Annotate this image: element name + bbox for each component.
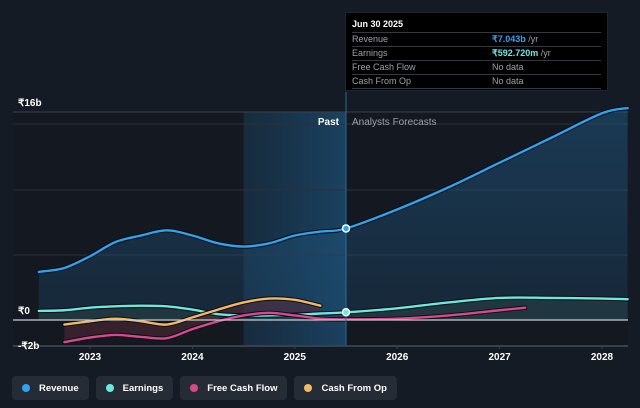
tooltip-label: Revenue bbox=[352, 34, 389, 44]
legend-label: Revenue bbox=[39, 382, 79, 394]
legend-dot-icon bbox=[22, 384, 30, 392]
tooltip-row-revenue: Revenue ₹7.043b /yr bbox=[352, 33, 601, 47]
earnings-highlight-point bbox=[341, 308, 351, 317]
legend-dot-icon bbox=[105, 384, 114, 392]
y-tick-label-zero: ₹0 bbox=[18, 306, 30, 317]
tooltip-date: Jun 30 2025 bbox=[352, 18, 601, 33]
x-tick-label: 2027 bbox=[488, 352, 511, 363]
x-tick-label: 2026 bbox=[386, 352, 409, 363]
legend-label: Free Cash Flow bbox=[207, 382, 278, 394]
tooltip-label: Earnings bbox=[352, 48, 388, 58]
legend-item-free-cash-flow[interactable]: Free Cash Flow bbox=[180, 376, 288, 400]
free-cash-flow-line bbox=[63, 306, 527, 344]
x-tick-label: 2023 bbox=[79, 352, 102, 363]
x-tick-label: 2028 bbox=[591, 352, 614, 363]
revenue-line bbox=[37, 106, 629, 274]
x-tick-label: 2024 bbox=[181, 352, 204, 363]
tooltip-value: No data bbox=[492, 76, 524, 86]
x-tick-label: 2025 bbox=[284, 352, 307, 363]
legend-item-revenue[interactable]: Revenue bbox=[12, 376, 89, 400]
earnings-line bbox=[37, 296, 629, 317]
revenue-area bbox=[38, 108, 628, 320]
cash-from-op-line bbox=[63, 297, 322, 326]
revenue-highlight-point bbox=[341, 224, 351, 233]
legend-dot-icon bbox=[190, 384, 199, 392]
tooltip-label: Free Cash Flow bbox=[352, 62, 416, 72]
legend: Revenue Earnings Free Cash Flow Cash Fro… bbox=[12, 376, 397, 400]
past-label: Past bbox=[318, 117, 340, 128]
legend-label: Cash From Op bbox=[321, 382, 387, 394]
tooltip-row-earnings: Earnings ₹592.720m /yr bbox=[352, 47, 601, 61]
legend-dot-icon bbox=[304, 384, 313, 392]
legend-label: Earnings bbox=[122, 382, 164, 394]
y-tick-label-negative: -₹2b bbox=[18, 341, 39, 352]
tooltip: Jun 30 2025 Revenue ₹7.043b /yr Earnings… bbox=[345, 12, 608, 91]
y-tick-label-top: ₹16b bbox=[18, 98, 42, 109]
tooltip-label: Cash From Op bbox=[352, 76, 412, 86]
tooltip-value: ₹7.043b /yr bbox=[492, 34, 539, 44]
tooltip-row-free-cash-flow: Free Cash Flow No data bbox=[352, 61, 601, 75]
tooltip-value: ₹592.720m /yr bbox=[492, 48, 551, 58]
legend-item-cash-from-op[interactable]: Cash From Op bbox=[294, 376, 397, 400]
analysts-forecasts-label: Analysts Forecasts bbox=[352, 117, 436, 128]
tooltip-row-cash-from-op: Cash From Op No data bbox=[352, 75, 601, 89]
tooltip-value: No data bbox=[492, 62, 524, 72]
legend-item-earnings[interactable]: Earnings bbox=[95, 376, 174, 400]
